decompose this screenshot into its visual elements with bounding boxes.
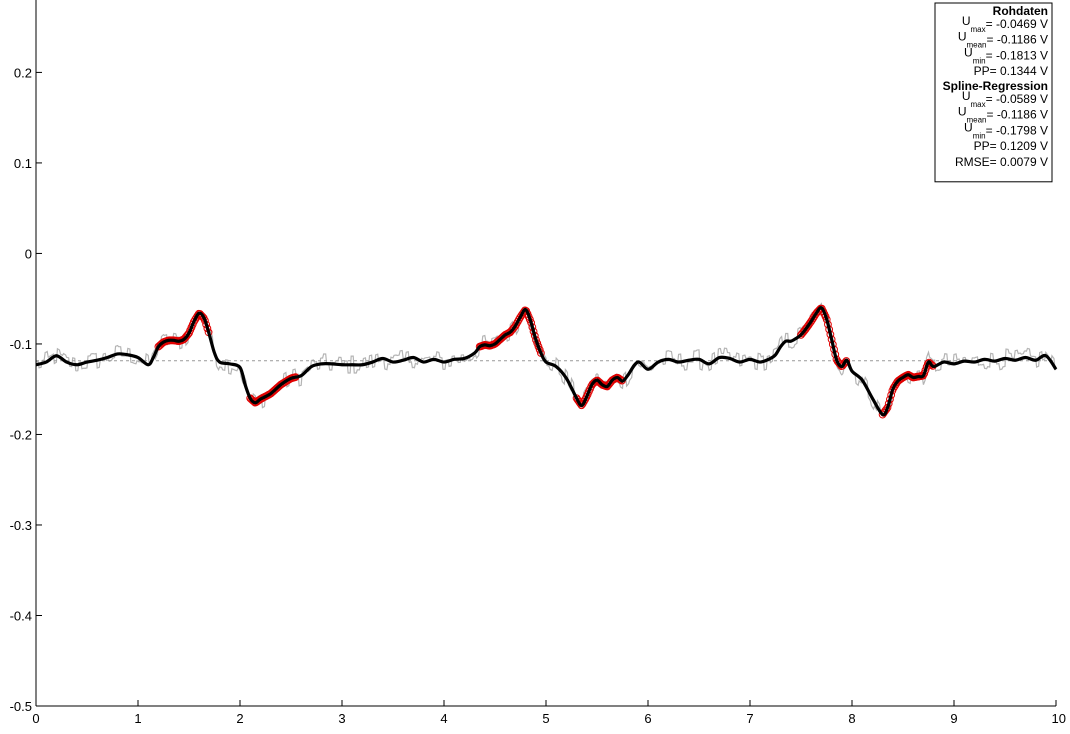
legend: Rohdaten = -0.0469 V = -0.1186 V = -0.18…	[934, 2, 1053, 183]
marker-point	[513, 317, 522, 326]
marker-point	[158, 339, 166, 348]
legend-symbol: U	[962, 14, 971, 28]
legend-section-title: Rohdaten	[993, 4, 1048, 18]
marker-point	[511, 322, 520, 331]
legend-value: = -0.0469 V	[986, 17, 1048, 31]
x-tick-label: 7	[746, 711, 753, 726]
y-tick-label: -0.3	[10, 518, 32, 533]
legend-subscript: mean	[966, 116, 986, 125]
x-tick-label: 1	[134, 711, 141, 726]
y-tick-label: -0.1	[10, 337, 32, 352]
x-tick-label: 8	[848, 711, 855, 726]
legend-subscript: max	[970, 25, 985, 34]
y-tick-label: 0.2	[14, 65, 32, 80]
legend-subscript: max	[970, 100, 985, 109]
x-tick-label: 5	[542, 711, 549, 726]
y-tick-label: -0.2	[10, 427, 32, 442]
legend-value: = 0.1344 V	[990, 64, 1048, 78]
legend-value: = -0.1813 V	[986, 48, 1048, 62]
legend-value: = -0.0589 V	[986, 92, 1048, 106]
x-tick-label: 0	[32, 711, 39, 726]
legend-subscript: min	[973, 131, 986, 140]
legend-value: = -0.1186 V	[987, 33, 1049, 47]
marker-point	[806, 318, 815, 326]
spline-series	[35, 306, 1058, 417]
raw-data-line	[35, 302, 1057, 417]
spline-line	[35, 306, 1058, 417]
marker-point	[842, 357, 851, 365]
legend-symbol: U	[964, 45, 973, 59]
legend-symbol: PP	[974, 139, 990, 153]
legend-symbol: PP	[974, 64, 990, 78]
legend-symbol: U	[958, 30, 967, 44]
legend-symbol: U	[964, 120, 973, 134]
y-tick-label: -0.5	[10, 699, 32, 714]
marker-point	[183, 330, 192, 339]
legend-value: = 0.1209 V	[990, 139, 1048, 153]
legend-symbol: U	[958, 105, 967, 119]
x-tick-label: 3	[338, 711, 345, 726]
legend-subscript: mean	[966, 41, 986, 50]
y-tick-label: -0.4	[10, 608, 32, 623]
legend-subscript: min	[973, 56, 986, 65]
marker-point	[808, 316, 816, 324]
x-tick-label: 4	[440, 711, 447, 726]
marker-point	[809, 314, 818, 322]
legend-box	[934, 2, 1053, 183]
x-tick-label: 6	[644, 711, 651, 726]
legend-value: = -0.1798 V	[986, 123, 1048, 137]
legend-symbol: U	[962, 89, 971, 103]
legend-section-title: Spline-Regression	[943, 79, 1048, 93]
legend-value: = 0.0079 V	[990, 155, 1048, 169]
x-tick-label: 2	[236, 711, 243, 726]
legend-symbol: RMSE	[955, 155, 990, 169]
x-tick-label: 9	[950, 711, 957, 726]
axes: 0.20.10-0.1-0.2-0.3-0.4-0.50 1 2 3 4 5 6 7 8 9 10	[10, 0, 1066, 726]
x-tick-label: 10	[1052, 711, 1066, 726]
marker-point	[248, 396, 257, 405]
raw-data-series	[35, 302, 1057, 417]
y-tick-label: 0	[25, 246, 32, 261]
legend-value: = -0.1186 V	[987, 108, 1049, 122]
y-tick-label: 0.1	[14, 156, 32, 171]
